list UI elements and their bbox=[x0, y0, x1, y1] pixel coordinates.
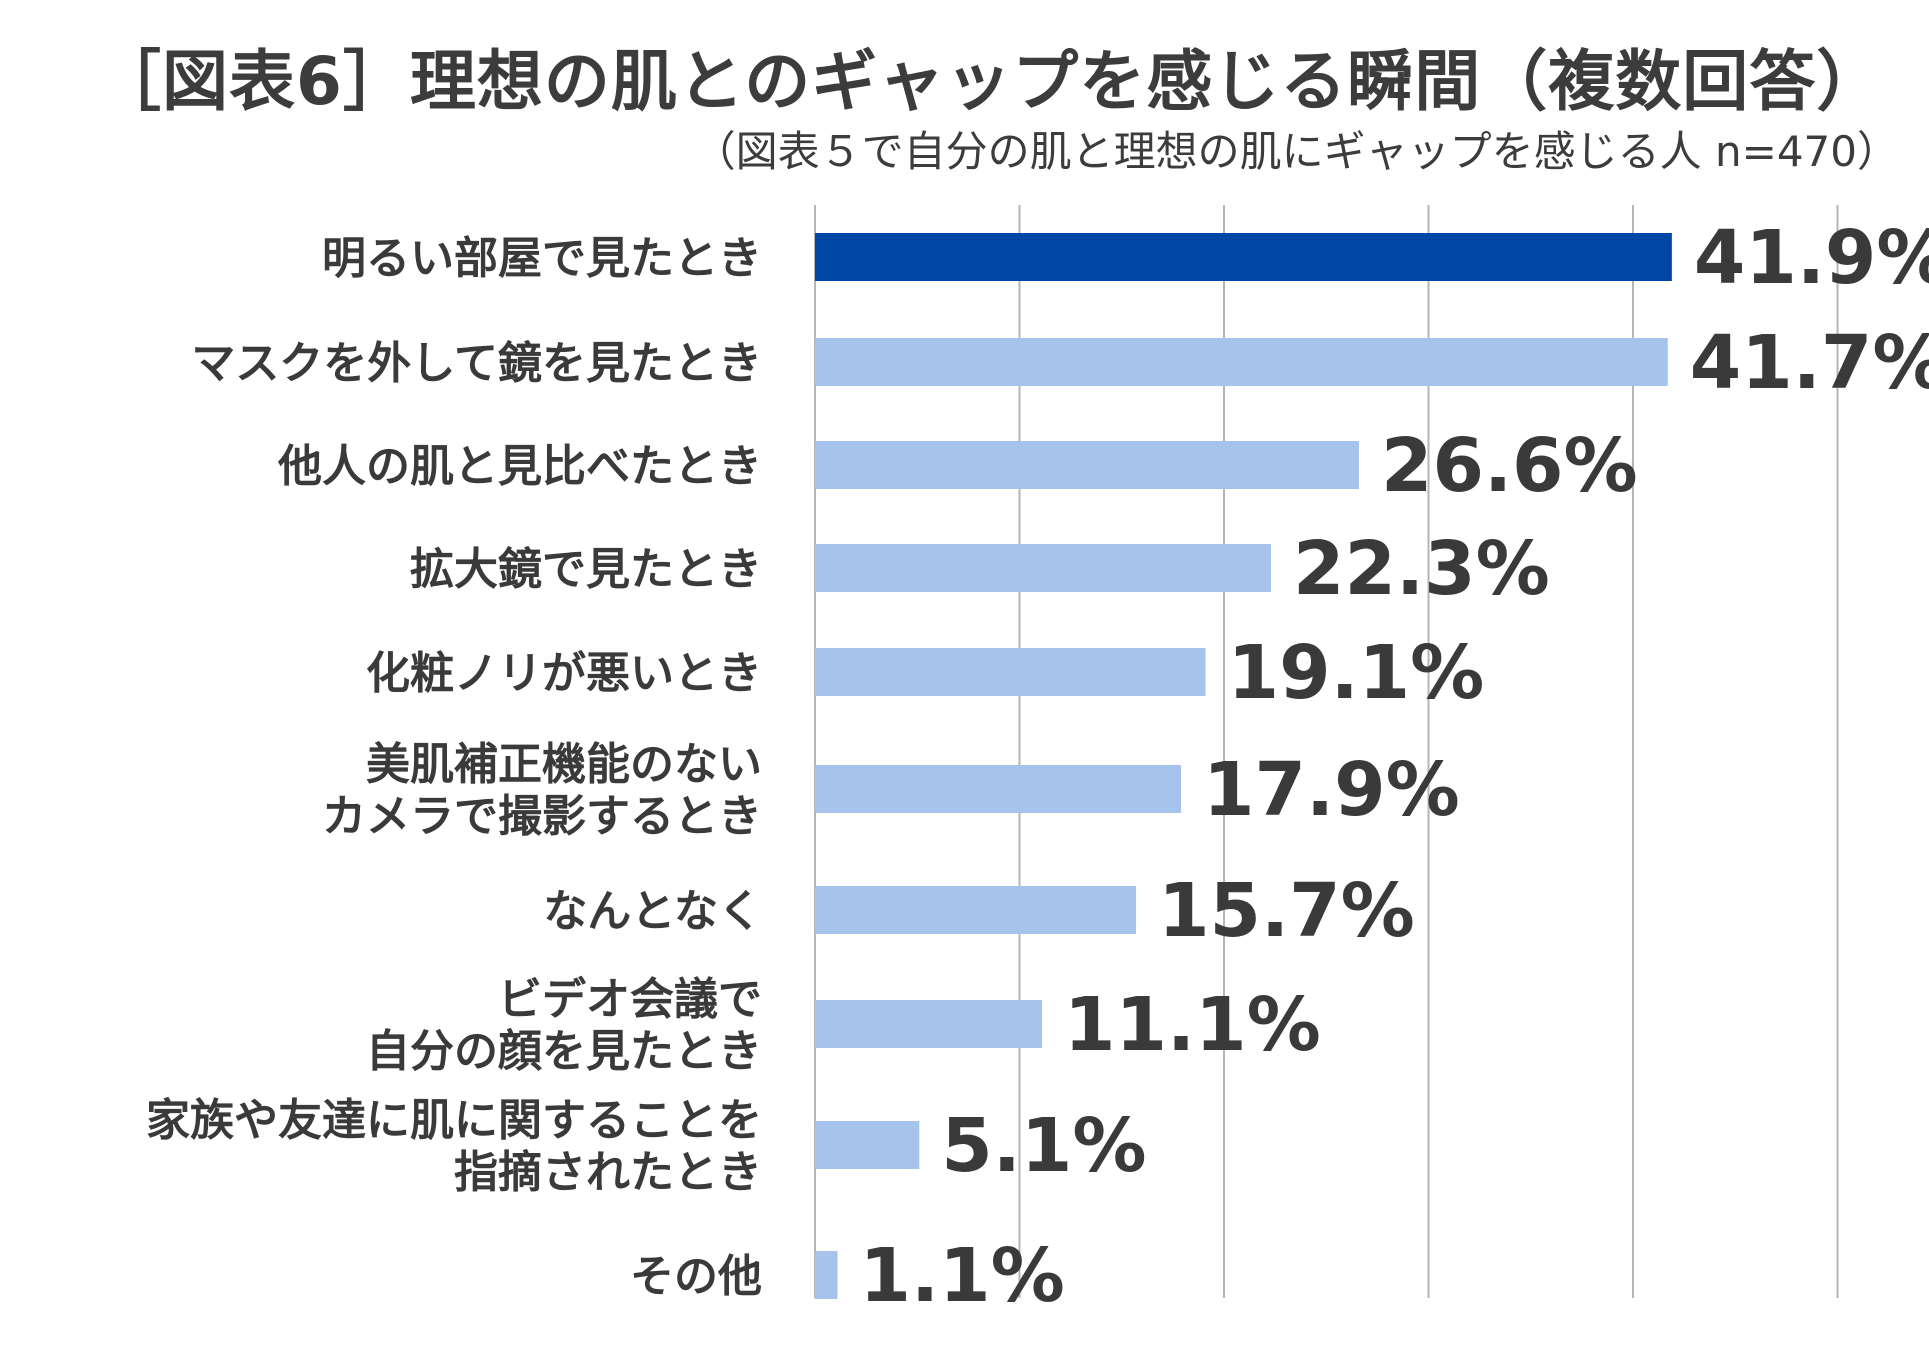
bar bbox=[815, 886, 1137, 934]
category-label: その他 bbox=[630, 1251, 762, 1302]
data-label: 19.1% bbox=[1228, 630, 1485, 716]
category-label: 家族や友達に肌に関することを bbox=[146, 1095, 762, 1146]
data-label: 22.3% bbox=[1293, 526, 1550, 612]
data-label: 41.9% bbox=[1694, 215, 1929, 301]
bar bbox=[815, 441, 1359, 489]
bar bbox=[815, 233, 1672, 281]
data-label: 15.7% bbox=[1158, 868, 1415, 954]
bar bbox=[815, 1251, 838, 1299]
bar bbox=[815, 765, 1182, 813]
category-label: 指摘されたとき bbox=[454, 1147, 762, 1198]
category-label: 他人の肌と見比べたとき bbox=[277, 441, 762, 492]
category-label: 化粧ノリが悪いとき bbox=[366, 648, 762, 699]
bar bbox=[815, 648, 1206, 696]
data-label: 26.6% bbox=[1381, 423, 1638, 509]
bar bbox=[815, 1000, 1042, 1048]
bar bbox=[815, 1121, 920, 1169]
bar bbox=[815, 544, 1272, 592]
bar bbox=[815, 338, 1668, 386]
chart-title: ［図表6］理想の肌とのギャップを感じる瞬間（複数回答） bbox=[95, 43, 1884, 120]
data-label: 1.1% bbox=[859, 1233, 1064, 1319]
category-label: マスクを外して鏡を見たとき bbox=[191, 338, 762, 389]
category-label: 明るい部屋で見たとき bbox=[322, 233, 762, 284]
category-label: なんとなく bbox=[543, 886, 762, 937]
data-label: 17.9% bbox=[1203, 747, 1460, 833]
category-label: 自分の顔を見たとき bbox=[366, 1026, 762, 1077]
category-label: 拡大鏡で見たとき bbox=[410, 544, 762, 595]
chart-subtitle: （図表５で自分の肌と理想の肌にギャップを感じる人 n=470） bbox=[693, 127, 1899, 176]
category-label: 美肌補正機能のない bbox=[366, 739, 762, 790]
data-label: 41.7% bbox=[1690, 320, 1929, 406]
data-label: 11.1% bbox=[1064, 982, 1321, 1068]
category-label: ビデオ会議で bbox=[498, 974, 762, 1025]
data-label: 5.1% bbox=[941, 1103, 1146, 1189]
category-label: カメラで撮影するとき bbox=[322, 791, 762, 842]
